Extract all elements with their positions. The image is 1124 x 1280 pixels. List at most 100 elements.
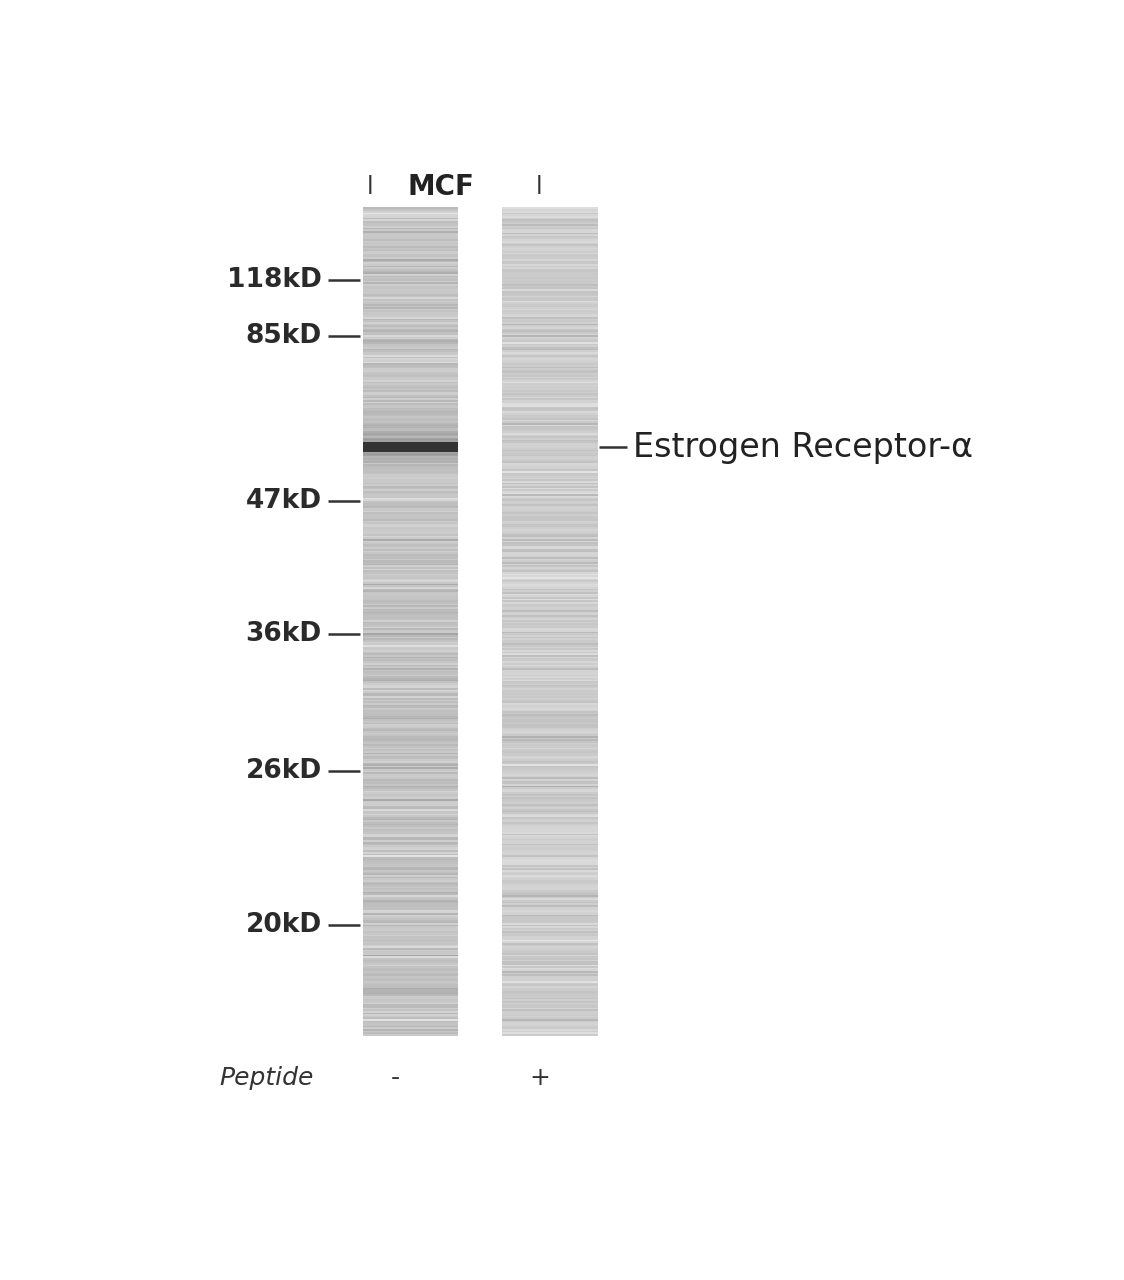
Bar (502, 778, 598, 781)
Bar (363, 901, 459, 904)
Bar (502, 764, 598, 765)
Bar (363, 454, 459, 463)
Bar (502, 305, 598, 307)
Bar (502, 604, 598, 607)
Bar (502, 849, 598, 850)
Bar (502, 547, 598, 549)
Bar (502, 379, 598, 381)
Bar (363, 348, 459, 351)
Bar (363, 209, 459, 211)
Bar (363, 415, 459, 416)
Bar (363, 764, 459, 765)
Bar (502, 476, 598, 477)
Bar (502, 618, 598, 620)
Bar (502, 666, 598, 668)
Bar (363, 616, 459, 618)
Bar (363, 640, 459, 641)
Bar (502, 945, 598, 946)
Bar (363, 468, 459, 471)
Bar (502, 969, 598, 972)
Bar (502, 212, 598, 215)
Bar (502, 924, 598, 927)
Bar (502, 860, 598, 861)
Bar (502, 1018, 598, 1019)
Bar (502, 580, 598, 582)
Bar (363, 319, 459, 320)
Bar (363, 311, 459, 314)
Text: l: l (536, 175, 543, 200)
Bar (502, 524, 598, 526)
Bar (363, 891, 459, 893)
Bar (502, 253, 598, 256)
Bar (502, 1019, 598, 1021)
Bar (502, 343, 598, 346)
Bar (363, 246, 459, 247)
Bar (502, 271, 598, 274)
Bar (363, 833, 459, 836)
Bar (363, 259, 459, 261)
Bar (363, 241, 459, 243)
Bar (363, 530, 459, 532)
Bar (502, 677, 598, 680)
Bar (502, 906, 598, 909)
Bar (502, 635, 598, 636)
Bar (363, 347, 459, 348)
Bar (363, 614, 459, 617)
Bar (363, 584, 459, 585)
Bar (363, 568, 459, 571)
Bar (502, 694, 598, 696)
Bar (363, 989, 459, 991)
Bar (502, 518, 598, 521)
Bar (502, 736, 598, 737)
Bar (502, 708, 598, 709)
Bar (363, 417, 459, 420)
Bar (363, 884, 459, 887)
Bar (502, 522, 598, 524)
Bar (363, 783, 459, 786)
Bar (502, 227, 598, 229)
Bar (363, 237, 459, 239)
Bar (502, 223, 598, 224)
Bar (363, 739, 459, 741)
Bar (502, 682, 598, 685)
Bar (502, 403, 598, 404)
Bar (363, 716, 459, 718)
Bar (502, 937, 598, 940)
Bar (363, 699, 459, 701)
Bar (502, 384, 598, 387)
Bar (363, 532, 459, 534)
Bar (363, 302, 459, 303)
Bar (502, 372, 598, 375)
Bar (502, 404, 598, 407)
Bar (502, 1002, 598, 1005)
Bar (363, 379, 459, 381)
Bar (502, 987, 598, 989)
Bar (363, 343, 459, 346)
Bar (363, 1007, 459, 1009)
Bar (363, 696, 459, 698)
Bar (502, 788, 598, 791)
Bar (363, 428, 459, 430)
Bar (363, 980, 459, 983)
Bar (502, 794, 598, 796)
Bar (363, 364, 459, 365)
Bar (502, 584, 598, 585)
Bar (363, 846, 459, 849)
Bar (502, 407, 598, 410)
Bar (363, 468, 459, 476)
Bar (502, 353, 598, 355)
Bar (363, 483, 459, 484)
Bar (502, 636, 598, 639)
Bar (502, 303, 598, 306)
Bar (363, 804, 459, 805)
Bar (363, 227, 459, 229)
Bar (363, 879, 459, 882)
Bar (502, 564, 598, 567)
Bar (502, 328, 598, 330)
Bar (502, 575, 598, 577)
Bar (502, 393, 598, 396)
Bar (363, 424, 459, 426)
Bar (363, 388, 459, 390)
Bar (502, 246, 598, 247)
Bar (363, 672, 459, 675)
